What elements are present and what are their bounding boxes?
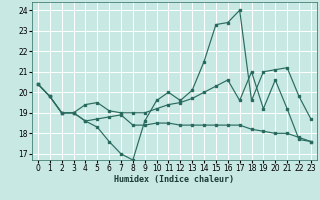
X-axis label: Humidex (Indice chaleur): Humidex (Indice chaleur) [115, 175, 234, 184]
